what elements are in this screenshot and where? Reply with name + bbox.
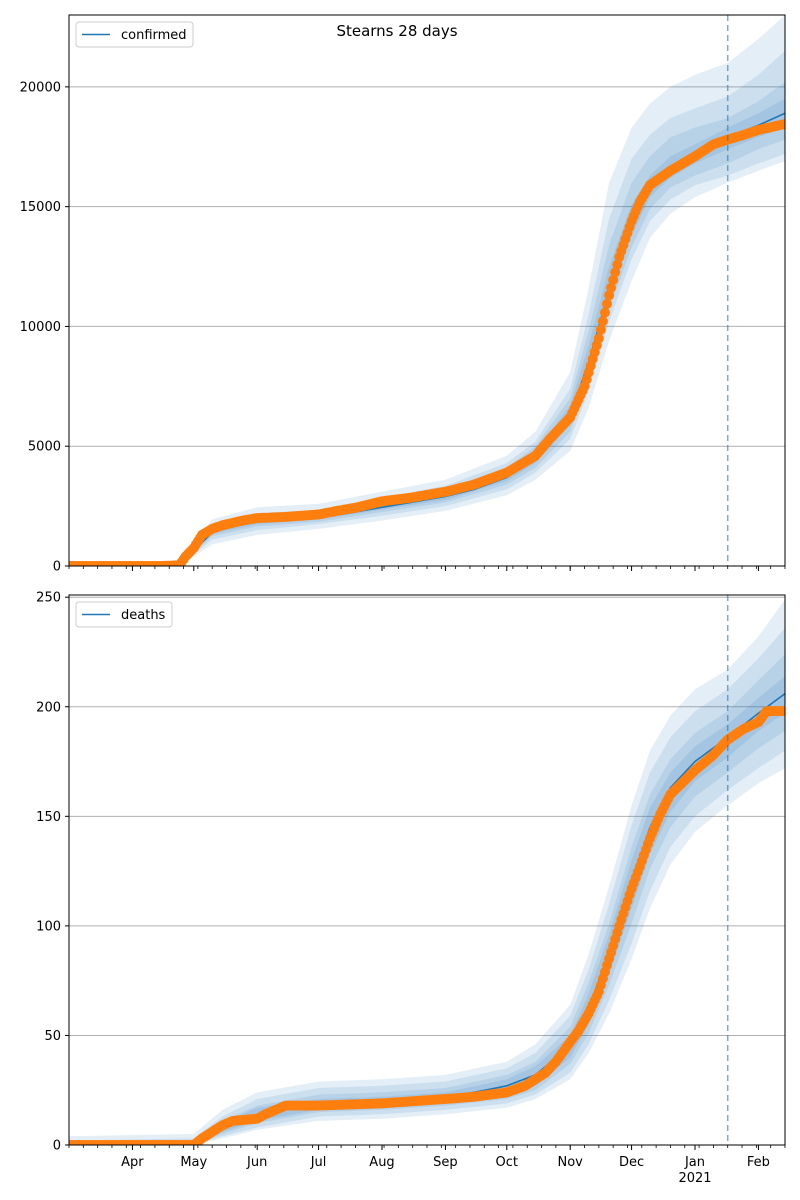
x-tick-label: May <box>180 1155 207 1170</box>
x-tick-label: Jun <box>246 1155 267 1170</box>
observed-points <box>69 706 785 1145</box>
y-tick-label: 50 <box>44 1029 61 1044</box>
confirmed-panel: 0 5000 10000 15000 20000 confirmed <box>20 14 786 575</box>
observed-point <box>604 290 615 301</box>
y-tick-label: 5000 <box>28 440 61 455</box>
y-tick-label: 20000 <box>20 80 61 95</box>
legend: deaths <box>75 601 173 628</box>
y-tick-label: 150 <box>36 810 61 825</box>
chart-title: Stearns 28 days <box>336 22 457 40</box>
uncertainty-band <box>69 82 785 566</box>
x-tick-label: Feb <box>747 1155 770 1170</box>
x-year-label: 2021 <box>678 1171 711 1186</box>
x-tick-label: Jul <box>310 1155 327 1170</box>
observed-point <box>608 275 619 285</box>
x-tick-label: Sep <box>433 1155 458 1170</box>
y-tick-label: 250 <box>36 591 61 606</box>
x-tick-label: Jan <box>684 1155 705 1170</box>
uncertainty-band <box>69 50 785 566</box>
x-tick-label: Aug <box>369 1155 394 1170</box>
y-tick-label: 200 <box>36 700 61 715</box>
y-tick-label: 100 <box>36 919 61 934</box>
legend-label: confirmed <box>121 28 187 43</box>
observed-point <box>600 307 610 318</box>
observed-point <box>606 282 617 293</box>
uncertainty-bands <box>69 599 785 1145</box>
uncertainty-band <box>69 627 785 1145</box>
observed-point <box>595 324 606 335</box>
x-tick-label: Dec <box>619 1155 644 1170</box>
uncertainty-bands <box>69 15 785 566</box>
uncertainty-band <box>69 599 785 1145</box>
observed-point <box>610 267 621 278</box>
axes-frame <box>68 594 786 1146</box>
x-tick-label: Oct <box>496 1155 518 1170</box>
y-tick-label: 0 <box>53 560 61 575</box>
y-tick-label: 0 <box>53 1139 61 1154</box>
observed-point <box>597 316 608 327</box>
observed-point <box>612 259 623 270</box>
y-tick-label: 15000 <box>20 200 61 215</box>
legend: confirmed <box>75 21 194 48</box>
x-tick-label: Nov <box>558 1155 584 1170</box>
observed-point <box>593 333 604 344</box>
x-tick-label: Apr <box>121 1155 144 1170</box>
uncertainty-band <box>69 15 785 566</box>
observed-point <box>602 298 612 309</box>
legend-label: deaths <box>121 608 166 623</box>
legend-box <box>75 21 194 48</box>
observed-points <box>69 119 785 566</box>
observed-point <box>780 119 785 129</box>
deaths-panel: 0 50 100 150 200 250 Apr May Jun Jul Aug Sep Oct Nov D… <box>36 591 786 1186</box>
legend-box <box>75 601 173 628</box>
observed-point <box>780 706 785 717</box>
y-tick-label: 10000 <box>20 320 61 335</box>
